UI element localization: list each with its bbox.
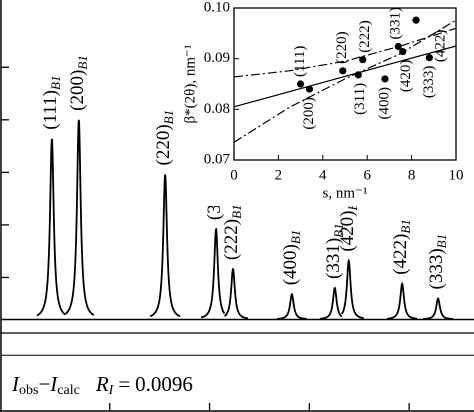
inset-background [182,0,474,206]
confidence-band [233,27,457,78]
inset-y-tick-label: 0.09 [204,50,230,66]
inset-x-tick-label: 2 [275,167,283,183]
r-eq: = [118,372,130,396]
peak [64,119,95,316]
inset-point [297,80,305,88]
inset-point [399,47,407,56]
inset-x-tick-label: 8 [408,167,416,183]
residual-label-part: I [49,372,58,396]
inset-point [425,54,433,62]
inset-x-tick-label: 0 [230,167,238,183]
inset-point [354,71,362,79]
inset-point [412,16,420,24]
peak-label: (400)B1 [280,230,303,286]
inset-point [305,85,314,93]
r-factor: 0.0096 [135,372,193,396]
inset-point-label: (331) [388,7,404,40]
residual-label-part: calc [57,383,80,398]
inset-x-tick-label: 10 [449,167,464,183]
inset-y-tick-label: 0.10 [204,0,230,15]
peak-label: (333)B1 [426,234,449,290]
peak [36,138,66,317]
inset-x-tick-label: 6 [363,167,371,183]
peak [387,281,418,320]
peak-label: (222)B1 [221,204,244,260]
residual-label: Iobs−Icalc RI = 0.0096 [11,372,193,398]
r-name: R [95,372,109,396]
peak-label: (220)B1 [154,110,177,166]
peak-phase: B1 [48,76,63,90]
inset-point-label: (220) [334,31,350,64]
inset-point-label: (420) [398,60,414,93]
inset-point [381,75,389,83]
inset-x-label: s, nm⁻¹ [323,185,368,201]
peak-hkl: (200) [67,70,88,111]
inset-point [359,56,367,64]
peak [319,286,343,320]
peak-phase: B1 [229,204,244,218]
inset-frame [233,7,457,161]
peak-hkl: (420) [337,210,358,251]
peak-phase: B1 [161,110,176,124]
inset-point-label: (200) [301,97,317,130]
peak [276,292,307,320]
peak [149,174,181,318]
confidence-band [233,19,457,143]
peak-hkl: (333) [426,248,447,289]
peak-hkl: (422) [391,234,412,275]
peak-hkl: (400) [280,244,301,285]
inset-x-tick-label: 4 [319,167,327,183]
peak-phase: B1 [75,55,90,69]
peak-phase: B1 [398,219,413,233]
residual-label-part: I [11,372,20,396]
inset-point-label: (222) [357,20,373,53]
peak [200,227,226,319]
inset-point-label: (111) [292,46,308,77]
peak [423,297,454,320]
peak-phase: B1 [331,223,346,237]
inset-point [394,42,402,51]
peak-hkl: (331) [323,238,344,279]
inset-point-label: (311) [352,83,368,115]
peak-label: (200)B1 [67,55,90,111]
inset-point-label: (333) [421,66,437,99]
peak-label: (111)B1 [40,76,63,130]
inset-y-label: β*(2θ), nm⁻¹ [182,45,198,124]
peak-phase: B1 [434,234,449,248]
inset-y-tick-label: 0.08 [204,101,230,117]
r-sub: I [108,383,115,398]
peak-hkl: (222) [221,219,242,260]
peak-label: (331)B1 [323,223,346,279]
inset-point [339,67,347,75]
peak [223,267,249,320]
peak [341,258,364,320]
residual-label-part: obs [19,383,38,398]
peak-hkl: (111) [40,90,61,130]
inset-point-label: (422) [432,30,448,63]
peak-hkl: (220) [154,124,175,165]
inset-y-tick-label: 0.07 [204,151,231,167]
fit-line [233,45,457,108]
residual-label-part: − [38,372,50,396]
inset-point-label: (400) [376,87,392,120]
peak-phase: B1 [288,230,303,244]
peak-label: (422)B1 [391,219,414,275]
